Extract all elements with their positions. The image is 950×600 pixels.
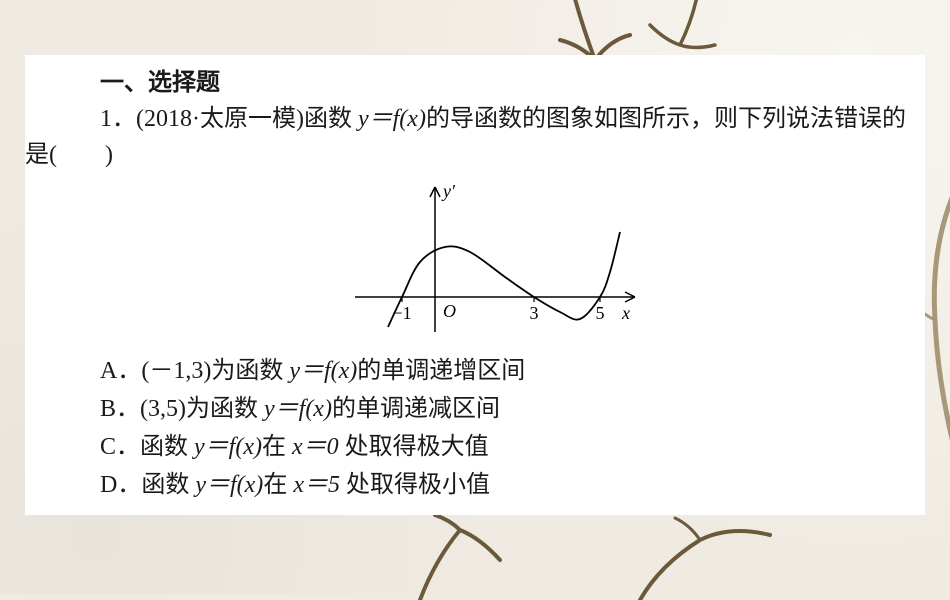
option-pre: (－1,3)为函数 (141, 358, 289, 384)
question-card: 一、选择题 1．(2018·太原一模)函数 y＝f(x)的导函数的图象如图所示，… (25, 55, 925, 515)
svg-text:O: O (443, 301, 456, 321)
svg-text:5: 5 (596, 303, 605, 323)
section-title: 一、选择题 (25, 65, 925, 101)
option-post: 的单调递减区间 (332, 396, 500, 422)
svg-text:y′: y′ (441, 181, 456, 201)
option-xval: x＝5 (293, 472, 340, 498)
option-func: y＝f(x) (264, 396, 332, 422)
option-post: 处取得极大值 (339, 434, 489, 460)
option-a[interactable]: A．(－1,3)为函数 y＝f(x)的单调递增区间 (100, 353, 925, 389)
option-post: 的单调递增区间 (357, 358, 525, 384)
option-letter: D． (100, 472, 141, 498)
question-stem: 1．(2018·太原一模)函数 y＝f(x)的导函数的图象如图所示，则下列说法错… (25, 101, 925, 173)
options-list: A．(－1,3)为函数 y＝f(x)的单调递增区间 B．(3,5)为函数 y＝f… (25, 353, 925, 503)
option-pre: (3,5)为函数 (140, 396, 264, 422)
option-pre: 函数 (140, 434, 194, 460)
func-expr: y＝f(x) (358, 106, 426, 132)
option-letter: B． (100, 396, 140, 422)
option-letter: C． (100, 434, 140, 460)
option-c[interactable]: C．函数 y＝f(x)在 x＝0 处取得极大值 (100, 429, 925, 465)
stem-text-3: ) (105, 142, 113, 168)
option-func: y＝f(x) (195, 472, 263, 498)
option-d[interactable]: D．函数 y＝f(x)在 x＝5 处取得极小值 (100, 467, 925, 503)
option-xval: x＝0 (292, 434, 339, 460)
option-mid: 在 (262, 434, 292, 460)
graph-svg: y′xO−135 (295, 177, 655, 347)
derivative-graph: y′xO−135 (25, 177, 925, 347)
answer-blank (57, 142, 105, 168)
option-b[interactable]: B．(3,5)为函数 y＝f(x)的单调递减区间 (100, 391, 925, 427)
option-letter: A． (100, 358, 141, 384)
question-source: (2018·太原一模) (136, 106, 304, 132)
svg-text:3: 3 (530, 303, 539, 323)
option-func: y＝f(x) (194, 434, 262, 460)
svg-text:x: x (621, 303, 630, 323)
question-number: 1． (100, 106, 136, 132)
stem-text-1: 函数 (304, 106, 358, 132)
option-mid: 在 (263, 472, 293, 498)
option-func: y＝f(x) (289, 358, 357, 384)
option-post: 处取得极小值 (340, 472, 490, 498)
option-pre: 函数 (141, 472, 195, 498)
